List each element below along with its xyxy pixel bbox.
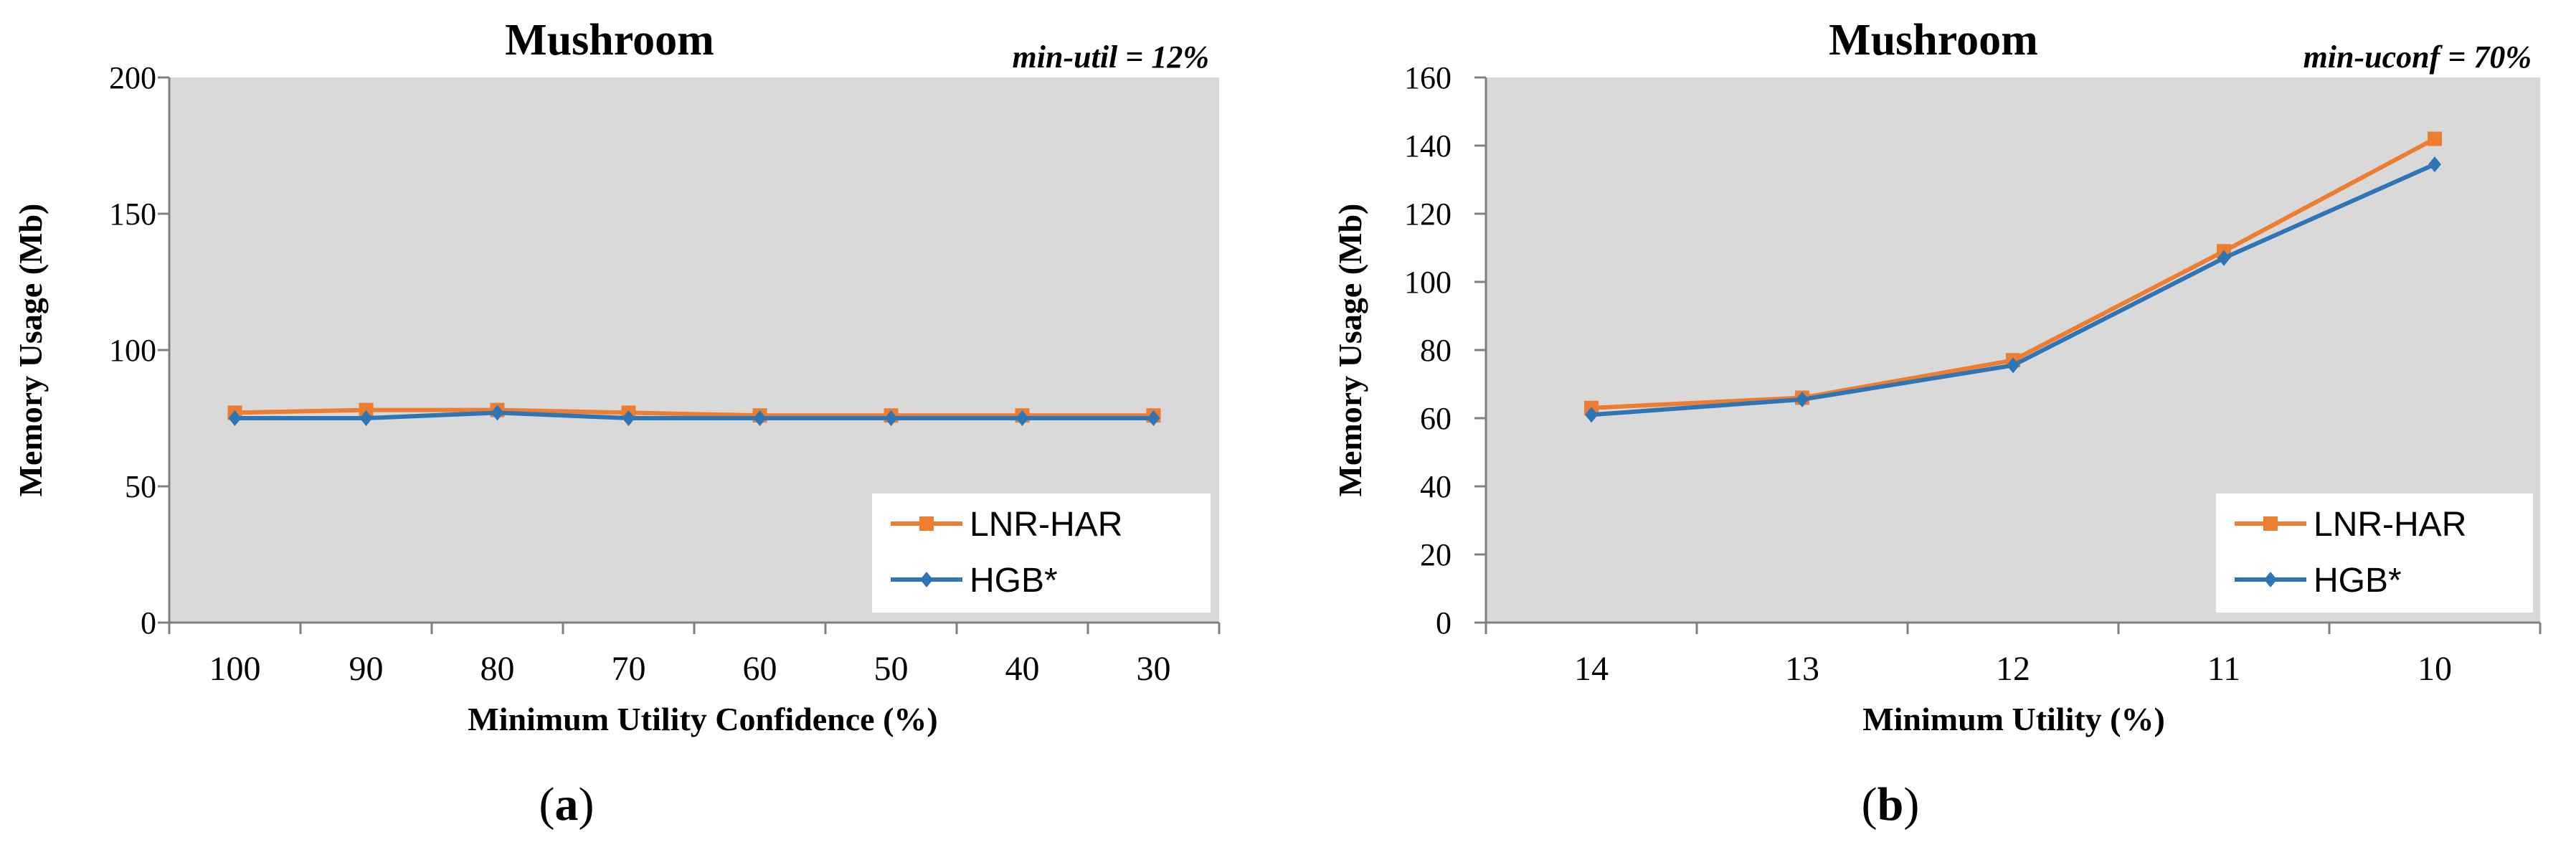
data-point-diamond xyxy=(2007,357,2019,374)
y-tick-label: 160 xyxy=(1404,60,1452,95)
x-tick-label: 30 xyxy=(1137,650,1171,688)
data-point-diamond xyxy=(491,405,504,421)
panel-label-close: ) xyxy=(1903,778,1919,831)
y-tick-label: 60 xyxy=(1420,401,1452,436)
x-tick-label: 12 xyxy=(1996,650,2030,688)
y-tick-label: 100 xyxy=(109,333,156,368)
chart-title: Mushroom xyxy=(1829,16,2038,65)
y-tick-label: 0 xyxy=(1436,605,1452,641)
x-tick-label: 40 xyxy=(1005,650,1040,688)
y-axis-label: Memory Usage (Mb) xyxy=(12,204,49,497)
x-axis-label: Minimum Utility (%) xyxy=(1862,701,2165,737)
data-point-square xyxy=(359,402,374,417)
y-tick-label: 20 xyxy=(1420,537,1452,572)
y-tick-label: 120 xyxy=(1404,197,1452,232)
panel-label: (a) xyxy=(539,778,595,831)
panel-label-open: ( xyxy=(1862,778,1877,831)
data-point-diamond xyxy=(228,410,242,426)
y-tick-label: 50 xyxy=(125,469,156,504)
y-tick-label: 140 xyxy=(1404,128,1452,164)
legend-label: HGB* xyxy=(2314,562,2402,600)
parameter-annotation: min-uconf = 70% xyxy=(2303,39,2532,75)
chart-a: 0 50 100 150 200 100 90 80 70 60 50 40 30 Mushroom min… xyxy=(12,16,1221,831)
y-axis-label: Memory Usage (Mb) xyxy=(1332,204,1368,497)
legend-box xyxy=(2216,493,2533,613)
y-tick-label: 150 xyxy=(109,197,156,232)
legend-label: LNR-HAR xyxy=(2314,506,2466,544)
x-tick-label: 70 xyxy=(612,650,646,688)
data-point-diamond xyxy=(2428,156,2441,173)
legend: LNR-HAR HGB* xyxy=(872,493,1211,613)
x-tick-label: 100 xyxy=(209,650,261,688)
legend-marker-diamond xyxy=(920,572,933,587)
y-tick-label: 0 xyxy=(141,605,156,641)
y-tick-label: 40 xyxy=(1420,469,1452,504)
legend-marker-diamond xyxy=(2264,572,2277,587)
data-point-diamond xyxy=(1015,410,1029,426)
x-tick-label: 90 xyxy=(349,650,384,688)
legend-marker-square xyxy=(2263,516,2278,531)
x-tick-label: 10 xyxy=(2418,650,2452,688)
data-point-diamond xyxy=(884,410,898,426)
x-tick-label: 14 xyxy=(1574,650,1609,688)
legend-label: LNR-HAR xyxy=(970,506,1122,544)
data-point-diamond xyxy=(622,410,635,426)
data-point-diamond xyxy=(1147,410,1160,426)
y-tick-label: 200 xyxy=(109,60,156,95)
chart-title: Mushroom xyxy=(505,16,714,65)
data-point-diamond xyxy=(2217,250,2230,266)
panel-label-letter: a xyxy=(555,778,579,831)
legend-box xyxy=(872,493,1211,613)
data-point-diamond xyxy=(1585,407,1598,423)
legend: LNR-HAR HGB* xyxy=(2216,493,2533,613)
data-point-square xyxy=(2428,131,2442,146)
panel-label: (b) xyxy=(1862,778,1920,831)
panel-label-letter: b xyxy=(1877,778,1904,831)
data-point-diamond xyxy=(753,410,767,426)
series-line-hgb- xyxy=(235,410,1154,420)
x-tick-label: 13 xyxy=(1785,650,1819,688)
y-tick-label: 100 xyxy=(1404,265,1452,300)
chart-b: 0 20 40 60 80 100 120 140 160 14 13 12 11 10 Mushroom m… xyxy=(1332,16,2542,831)
parameter-annotation: min-util = 12% xyxy=(1013,39,1209,75)
data-point-diamond xyxy=(1796,391,1809,407)
x-tick-label: 11 xyxy=(2207,650,2240,688)
x-tick-label: 50 xyxy=(874,650,909,688)
x-axis-label: Minimum Utility Confidence (%) xyxy=(468,701,937,737)
series-line-lnr-har xyxy=(235,407,1154,418)
data-point-diamond xyxy=(359,410,373,426)
x-tick-label: 60 xyxy=(743,650,777,688)
panel-label-close: ) xyxy=(579,778,595,831)
panel-label-open: ( xyxy=(539,778,555,831)
x-tick-label: 80 xyxy=(480,650,515,688)
y-tick-label: 80 xyxy=(1420,333,1452,368)
legend-marker-square xyxy=(919,516,934,531)
legend-label: HGB* xyxy=(970,562,1058,600)
